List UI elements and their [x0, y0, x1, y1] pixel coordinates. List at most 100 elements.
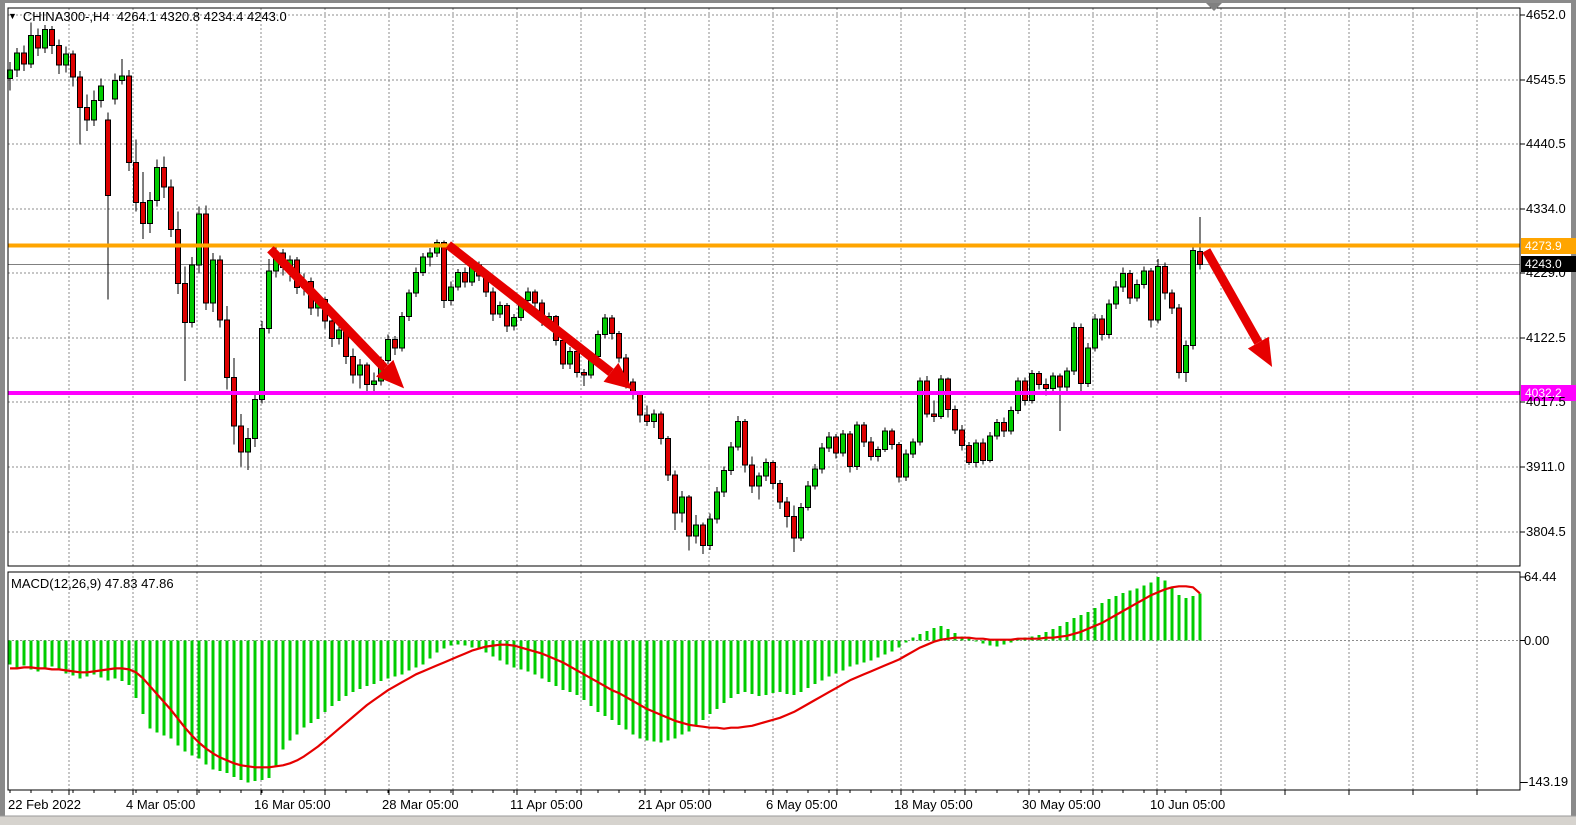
- bull-candle: [455, 271, 461, 288]
- bull-candle: [805, 485, 811, 508]
- bear-candle: [105, 119, 111, 197]
- bull-candle: [840, 433, 846, 454]
- time-axis-label: 4 Mar 05:00: [126, 797, 196, 812]
- bear-candle: [168, 186, 174, 231]
- price-tick-label: 3804.5: [1526, 523, 1566, 539]
- bull-candle: [63, 53, 69, 66]
- bear-candle: [238, 425, 244, 453]
- bear-candle: [896, 443, 902, 478]
- bull-candle: [511, 317, 517, 327]
- bear-candle: [609, 317, 615, 334]
- last-price-tag: 4243.0: [1521, 256, 1576, 273]
- price-tick-label: 4229.0: [1526, 265, 1566, 281]
- down-arrow[interactable]: [445, 241, 614, 376]
- macd-tick-label: -143.19: [1524, 774, 1569, 790]
- macd-panel-border: [7, 571, 1521, 791]
- bull-candle: [1155, 265, 1161, 321]
- bull-candle: [14, 52, 20, 71]
- bear-candle: [861, 424, 867, 443]
- bear-candle: [1162, 265, 1168, 294]
- bull-candle: [196, 213, 202, 266]
- bear-candle: [637, 392, 643, 416]
- bull-candle: [679, 496, 685, 514]
- bear-candle: [35, 35, 41, 49]
- bull-candle: [728, 446, 734, 472]
- down-arrow-head[interactable]: [376, 359, 405, 389]
- macd-signal-line: [10, 585, 1201, 769]
- bear-candle: [224, 319, 230, 378]
- macd-tick-label: 0.00: [1524, 632, 1550, 648]
- time-axis-label: 6 May 05:00: [766, 797, 838, 812]
- bear-candle: [203, 213, 209, 304]
- bull-candle: [1113, 286, 1119, 305]
- bull-candle: [1071, 326, 1077, 372]
- bull-candle: [1008, 409, 1014, 432]
- bear-candle: [1099, 318, 1105, 336]
- bear-candle: [1036, 373, 1042, 386]
- bear-candle: [1127, 273, 1133, 299]
- down-arrow-head[interactable]: [1247, 336, 1273, 367]
- bull-candle: [427, 252, 433, 258]
- bear-candle: [581, 371, 587, 376]
- bull-candle: [259, 328, 265, 400]
- bull-candle: [938, 378, 944, 417]
- bear-candle: [665, 437, 671, 476]
- title-ohlc-values: 4264.1 4320.8 4234.4 4243.0: [116, 9, 287, 24]
- bear-candle: [966, 445, 972, 464]
- bear-candle: [952, 409, 958, 431]
- bull-candle: [567, 351, 573, 365]
- bear-candle: [364, 364, 370, 386]
- down-arrow[interactable]: [267, 246, 388, 372]
- bull-candle: [525, 291, 531, 301]
- bear-candle: [532, 291, 538, 304]
- bull-candle: [875, 448, 881, 458]
- bull-candle: [420, 256, 426, 273]
- bull-candle: [595, 334, 601, 358]
- bear-candle: [462, 271, 468, 283]
- bull-candle: [763, 462, 769, 477]
- time-axis-label: 22 Feb 2022: [8, 797, 82, 812]
- bull-candle: [336, 329, 342, 339]
- bull-candle: [917, 380, 923, 443]
- bear-candle: [1169, 292, 1175, 309]
- bear-candle: [231, 376, 237, 427]
- last-bar-marker-icon: [1206, 3, 1222, 11]
- bear-candle: [1176, 307, 1182, 373]
- bull-candle: [147, 199, 153, 225]
- bull-candle: [1092, 318, 1098, 349]
- bull-candle: [1141, 270, 1147, 286]
- bear-candle: [889, 430, 895, 445]
- bull-candle: [1015, 380, 1021, 411]
- bull-candle: [1050, 375, 1056, 389]
- down-arrow-head[interactable]: [603, 362, 633, 390]
- bull-candle: [210, 259, 216, 304]
- price-tick-label: 4545.5: [1526, 71, 1566, 87]
- chart-title: ▼ CHINA300-,H4 4264.1 4320.8 4234.4 4243.…: [8, 9, 287, 24]
- bear-candle: [161, 167, 167, 188]
- down-arrow[interactable]: [1202, 248, 1263, 345]
- bear-candle: [700, 524, 706, 547]
- bear-candle: [833, 436, 839, 454]
- bull-candle: [245, 437, 251, 453]
- bear-candle: [49, 29, 55, 46]
- bear-candle: [868, 441, 874, 458]
- bull-candle: [812, 468, 818, 487]
- bull-candle: [1190, 249, 1196, 347]
- bull-candle: [903, 453, 909, 478]
- bull-candle: [798, 506, 804, 539]
- bull-candle: [112, 79, 118, 100]
- bear-candle: [777, 482, 783, 503]
- bear-candle: [959, 429, 965, 447]
- bear-candle: [791, 515, 797, 539]
- bull-candle: [448, 286, 454, 301]
- bull-candle: [987, 435, 993, 461]
- bear-candle: [490, 291, 496, 315]
- resistance-price-tag: 4273.9: [1521, 237, 1576, 254]
- symbol-dropdown-icon[interactable]: ▼: [8, 11, 17, 21]
- bear-candle: [56, 45, 62, 66]
- bull-candle: [1183, 345, 1189, 373]
- bear-candle: [784, 501, 790, 517]
- bull-candle: [1134, 284, 1140, 299]
